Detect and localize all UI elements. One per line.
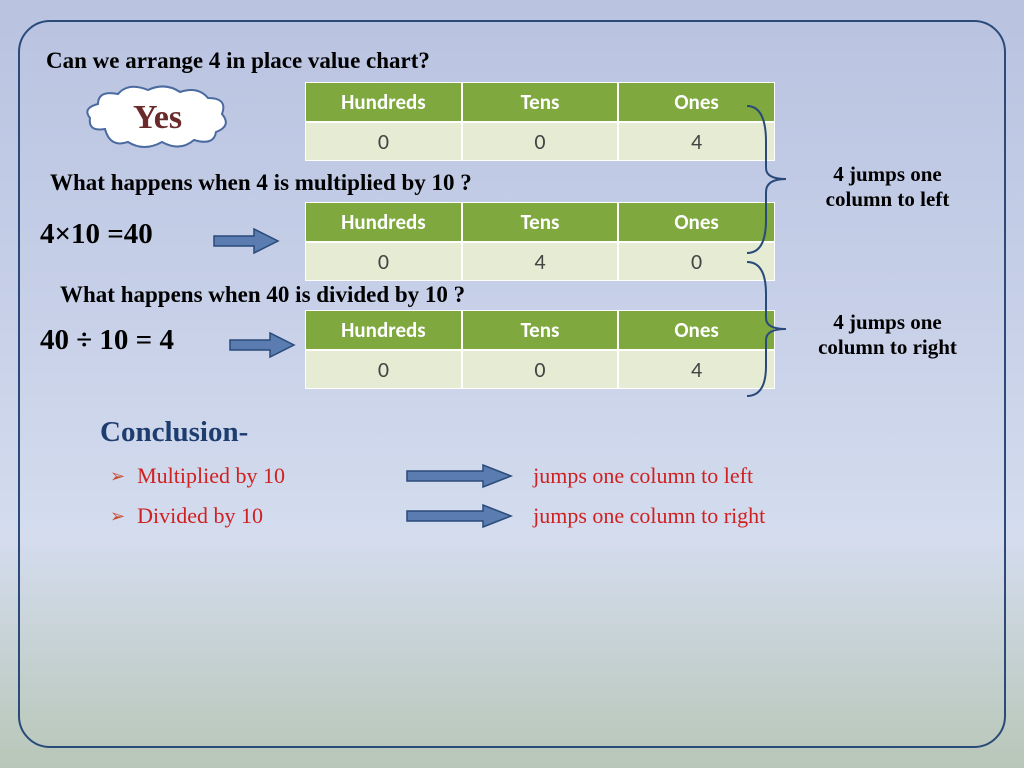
- bullet-2: ➢ Divided by 10 jumps one column to righ…: [110, 503, 984, 529]
- place-value-table-3: Hundreds Tens Ones 0 0 4: [305, 310, 775, 389]
- th-hundreds: Hundreds: [306, 203, 462, 243]
- side-label-1: 4 jumps one column to left: [800, 162, 975, 212]
- th-hundreds: Hundreds: [306, 311, 462, 351]
- bullet-1-result: jumps one column to left: [533, 463, 753, 489]
- bullet-1: ➢ Multiplied by 10 jumps one column to l…: [110, 463, 984, 489]
- brace-1: [742, 102, 792, 257]
- bullet-2-result: jumps one column to right: [533, 503, 765, 529]
- side-label-2-line1: 4 jumps one: [833, 310, 942, 334]
- side-label-2-line2: column to right: [818, 335, 957, 359]
- td: 0: [306, 122, 462, 161]
- arrow-right-icon: [212, 226, 282, 256]
- place-value-table-1: Hundreds Tens Ones 0 0 4: [305, 82, 775, 161]
- equation-3: 40 ÷ 10 = 4: [40, 324, 174, 357]
- equation-2: 4×10 =40: [40, 218, 153, 251]
- conclusion-heading: Conclusion-: [100, 416, 984, 449]
- arrow-right-icon: [228, 330, 298, 360]
- th-tens: Tens: [462, 83, 618, 123]
- row-1: Yes Hundreds Tens Ones 0 0 4: [40, 80, 984, 158]
- td: 0: [462, 122, 618, 161]
- triangle-bullet-icon: ➢: [110, 506, 125, 527]
- side-label-1-line1: 4 jumps one: [833, 162, 942, 186]
- arrow-right-icon: [405, 463, 515, 489]
- side-label-1-line2: column to left: [826, 187, 950, 211]
- side-label-2: 4 jumps one column to right: [800, 310, 975, 360]
- slide-card: Can we arrange 4 in place value chart? Y…: [18, 20, 1006, 748]
- th-tens: Tens: [462, 311, 618, 351]
- td: 0: [306, 350, 462, 389]
- question-1: Can we arrange 4 in place value chart?: [46, 48, 984, 74]
- th-hundreds: Hundreds: [306, 83, 462, 123]
- yes-cloud: Yes: [80, 84, 235, 152]
- th-tens: Tens: [462, 203, 618, 243]
- td: 0: [306, 242, 462, 281]
- yes-text: Yes: [133, 99, 182, 137]
- td: 4: [462, 242, 618, 281]
- bullet-2-label: Divided by 10: [137, 503, 387, 529]
- question-3: What happens when 40 is divided by 10 ?: [60, 282, 984, 308]
- triangle-bullet-icon: ➢: [110, 466, 125, 487]
- arrow-right-icon: [405, 503, 515, 529]
- td: 0: [462, 350, 618, 389]
- place-value-table-2: Hundreds Tens Ones 0 4 0: [305, 202, 775, 281]
- brace-2: [742, 258, 792, 400]
- bullet-1-label: Multiplied by 10: [137, 463, 387, 489]
